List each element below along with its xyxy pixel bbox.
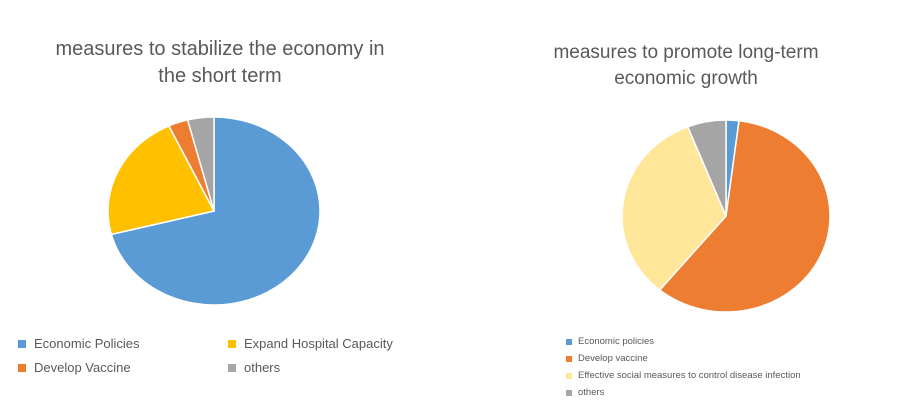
right-legend-item-develop-vaccine: Develop vaccine [566,353,648,364]
left-legend-swatch [18,339,26,348]
right-chart-title: measures to promote long-term economic g… [470,40,902,92]
left-legend-label: others [244,360,281,375]
left-legend-label: Develop Vaccine [34,360,131,375]
right-slice-develop-vaccine [658,119,831,313]
left-legend-label: Expand Hospital Capacity [244,336,393,351]
right-slice-others [686,119,727,217]
right-legend-label: Develop vaccine [578,353,648,364]
left-legend-item-others: others [228,360,280,375]
left-legend-swatch [18,363,26,372]
left-slice-others [186,116,215,212]
left-legend-item-develop-vaccine: Develop Vaccine [18,360,131,375]
left-title-line-2: the short term [158,65,282,87]
right-slice-effective-social-measures-to-control-disease-infection [621,125,727,291]
left-legend-label: Economic Policies [34,336,140,351]
left-title-line-1: measures to stabilize the economy in [55,38,385,60]
left-legend-swatch [228,363,236,372]
right-legend-item-economic-policies: Economic policies [566,336,654,347]
left-legend-swatch [228,339,236,348]
right-title-line-1: measures to promote long-term [553,42,819,63]
right-legend-swatch [566,372,572,379]
right-pie-chart [621,119,831,313]
left-legend-item-expand-hospital-capacity: Expand Hospital Capacity [228,336,393,351]
right-legend-label: others [578,387,605,398]
left-legend-item-economic-policies: Economic Policies [18,336,140,351]
right-legend-swatch [566,355,572,362]
left-pie-chart [107,116,321,306]
left-chart-panel: measures to stabilize the economy in the… [0,0,440,410]
right-title-line-2: economic growth [614,68,758,89]
right-legend: Economic policies Develop vaccine Effectiv… [566,336,902,408]
right-legend-item-others: others [566,387,604,398]
left-slice-economic-policies [110,116,321,306]
right-chart-panel: measures to promote long-term economic g… [470,0,902,410]
right-legend-label: Effective social measures to control dis… [578,370,801,381]
left-legend: Economic Policies Expand Hospital Capacit… [18,336,438,386]
left-slice-expand-hospital-capacity [107,124,216,236]
right-legend-label: Economic policies [578,336,655,347]
right-legend-swatch [566,389,572,396]
left-chart-title: measures to stabilize the economy in the… [0,36,440,90]
right-legend-swatch [566,338,572,345]
right-legend-item-effective-social-measures-to-control-disease-infection: Effective social measures to control dis… [566,370,801,381]
